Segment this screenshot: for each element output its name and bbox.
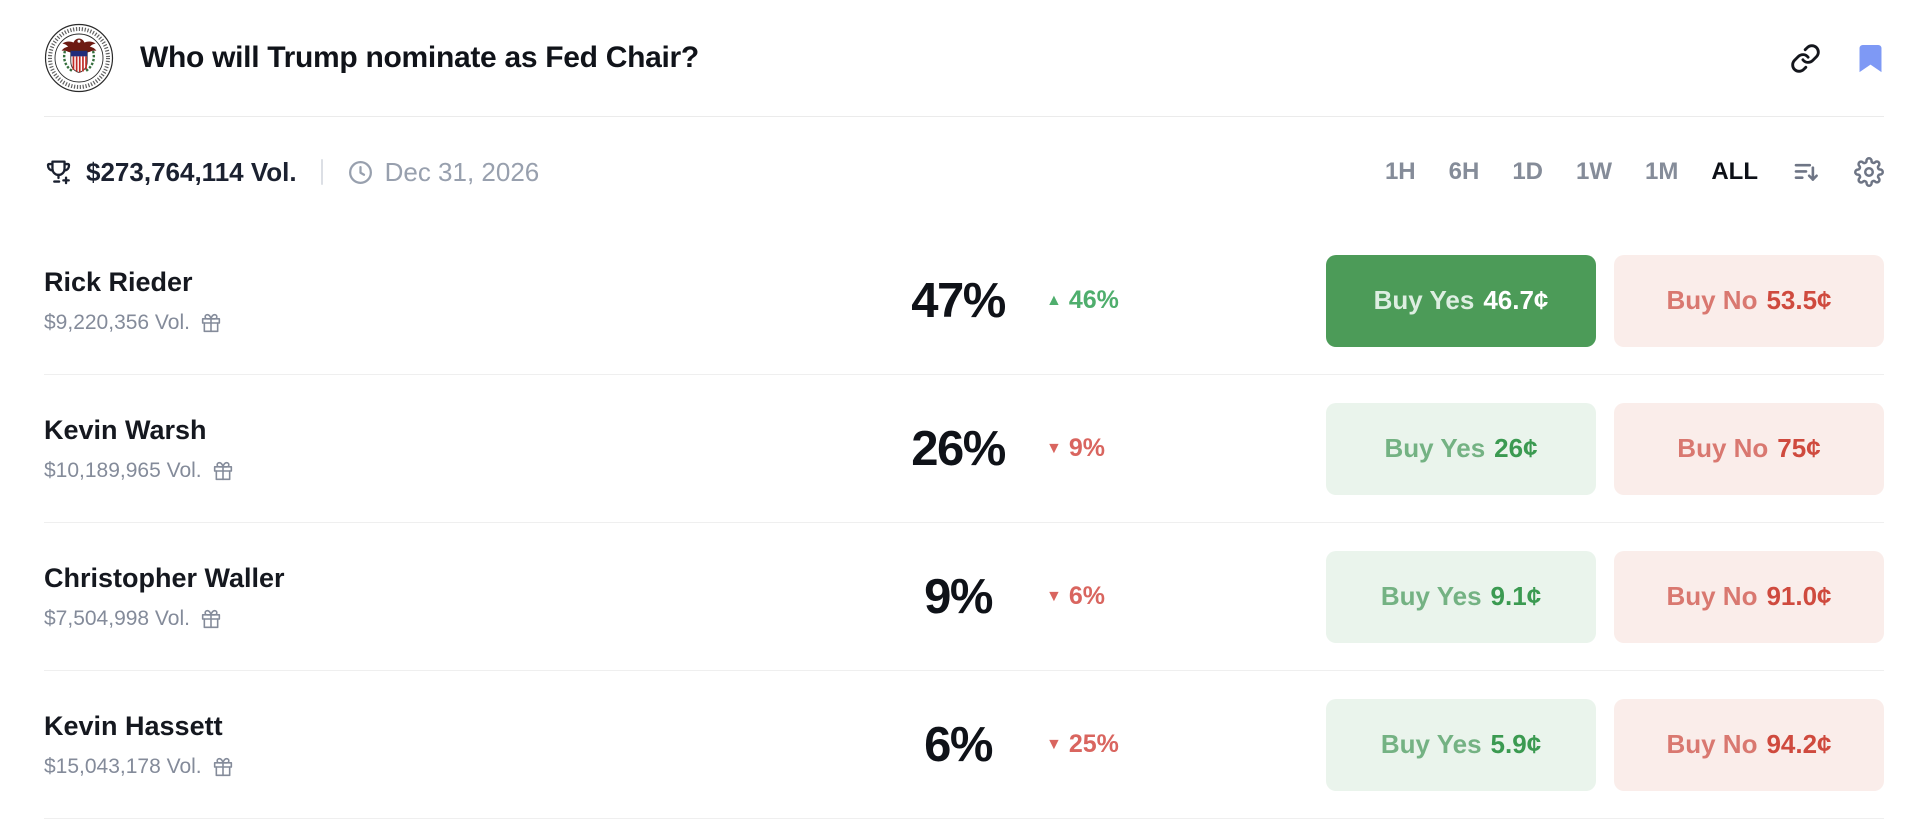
buy-yes-label: Buy Yes [1380, 729, 1482, 759]
change-value: 46% [1068, 286, 1119, 314]
buy-yes-button[interactable]: Buy Yes 26¢ [1326, 402, 1596, 495]
timeframe-6h[interactable]: 6H [1448, 158, 1480, 185]
gift-icon[interactable] [213, 757, 233, 777]
buy-yes-button[interactable]: Buy Yes 9.1¢ [1326, 550, 1596, 643]
outcome-row-rick-rieder: Rick Rieder $9,220,356 Vol. 47% ▲ 46% Bu… [44, 227, 1884, 375]
timeframe-1h[interactable]: 1H [1384, 158, 1416, 185]
change-value: 6% [1068, 582, 1105, 610]
outcome-volume: $9,220,356 Vol. [44, 310, 190, 334]
buy-yes-label: Buy Yes [1384, 433, 1486, 463]
outcome-name[interactable]: Rick Rieder [44, 266, 193, 297]
outcome-info: Christopher Waller $7,504,998 Vol. [44, 563, 664, 631]
arrow-down-icon: ▼ [1046, 735, 1062, 753]
buy-no-price: 75¢ [1777, 433, 1821, 463]
buy-no-price: 53.5¢ [1766, 285, 1832, 315]
settings-button[interactable] [1854, 157, 1884, 187]
buy-yes-price: 46.7¢ [1483, 285, 1549, 315]
total-volume: $273,764,114 Vol. [86, 156, 297, 187]
buy-yes-button[interactable]: Buy Yes 5.9¢ [1326, 698, 1596, 791]
arrow-up-icon: ▲ [1046, 291, 1062, 309]
link-icon [1791, 43, 1820, 73]
gift-icon[interactable] [213, 461, 233, 481]
chance-change: ▲ 46% [1046, 286, 1326, 315]
outcome-name[interactable]: Kevin Warsh [44, 414, 207, 445]
gift-icon[interactable] [201, 313, 221, 333]
buy-no-button[interactable]: Buy No 53.5¢ [1614, 254, 1884, 347]
outcome-info: Kevin Warsh $10,189,965 Vol. [44, 415, 664, 483]
header-actions [1790, 43, 1884, 74]
arrow-down-icon: ▼ [1046, 587, 1062, 605]
buy-yes-label: Buy Yes [1373, 285, 1475, 315]
buy-yes-label: Buy Yes [1380, 581, 1482, 611]
sort-descending-icon [1794, 163, 1818, 181]
buy-no-price: 91.0¢ [1766, 581, 1832, 611]
outcome-name[interactable]: Kevin Hassett [44, 710, 223, 741]
outcome-chance: 26% [911, 421, 1006, 476]
arrow-down-icon: ▼ [1046, 439, 1062, 457]
outcome-chance: 6% [924, 717, 993, 772]
outcome-volume: $10,189,965 Vol. [44, 458, 202, 482]
buy-no-button[interactable]: Buy No 94.2¢ [1614, 698, 1884, 791]
timeframe-all[interactable]: ALL [1711, 158, 1758, 185]
buy-no-price: 94.2¢ [1766, 729, 1832, 759]
outcome-info: Kevin Hassett $15,043,178 Vol. [44, 711, 664, 779]
gift-icon[interactable] [201, 609, 221, 629]
bookmark-button[interactable] [1857, 43, 1884, 74]
federal-reserve-seal-logo [44, 23, 114, 93]
end-date: Dec 31, 2026 [384, 156, 540, 187]
divider [320, 159, 323, 185]
outcome-row-kevin-hassett: Kevin Hassett $15,043,178 Vol. 6% ▼ 25% … [44, 671, 1884, 819]
chance-change: ▼ 9% [1046, 434, 1326, 463]
buy-no-label: Buy No [1666, 729, 1758, 759]
outcome-volume: $7,504,998 Vol. [44, 606, 190, 630]
buy-no-label: Buy No [1666, 581, 1758, 611]
outcome-chance: 47% [911, 273, 1006, 328]
timeframe-1d[interactable]: 1D [1512, 158, 1543, 185]
market-header: Who will Trump nominate as Fed Chair? [44, 0, 1884, 117]
outcome-chance: 9% [924, 569, 993, 624]
bookmark-icon [1859, 44, 1882, 72]
outcome-volume: $15,043,178 Vol. [44, 754, 202, 778]
buy-no-button[interactable]: Buy No 91.0¢ [1614, 550, 1884, 643]
timeframe-1m[interactable]: 1M [1645, 158, 1679, 185]
outcome-info: Rick Rieder $9,220,356 Vol. [44, 267, 664, 335]
trophy-icon [46, 159, 71, 184]
stats-bar: $273,764,114 Vol. Dec 31, 2026 1H 6H 1D … [44, 117, 1884, 227]
buy-no-label: Buy No [1666, 285, 1758, 315]
buy-yes-price: 26¢ [1494, 433, 1538, 463]
sort-button[interactable] [1791, 157, 1821, 187]
clock-icon [348, 160, 372, 184]
buy-no-label: Buy No [1677, 433, 1769, 463]
change-value: 25% [1068, 730, 1119, 758]
chance-change: ▼ 25% [1046, 730, 1326, 759]
buy-no-button[interactable]: Buy No 75¢ [1614, 402, 1884, 495]
gear-icon [1854, 157, 1884, 187]
buy-yes-price: 5.9¢ [1490, 729, 1542, 759]
buy-yes-price: 9.1¢ [1490, 581, 1542, 611]
outcome-name[interactable]: Christopher Waller [44, 562, 285, 593]
buy-yes-button[interactable]: Buy Yes 46.7¢ [1326, 254, 1596, 347]
outcome-row-kevin-warsh: Kevin Warsh $10,189,965 Vol. 26% ▼ 9% Bu… [44, 375, 1884, 523]
page-title: Who will Trump nominate as Fed Chair? [140, 41, 699, 74]
timeframe-filters: 1H 6H 1D 1W 1M ALL [1385, 157, 1884, 187]
copy-link-button[interactable] [1790, 43, 1821, 74]
chance-change: ▼ 6% [1046, 582, 1326, 611]
change-value: 9% [1068, 434, 1105, 462]
timeframe-1w[interactable]: 1W [1576, 158, 1612, 185]
outcome-row-christopher-waller: Christopher Waller $7,504,998 Vol. 9% ▼ … [44, 523, 1884, 671]
